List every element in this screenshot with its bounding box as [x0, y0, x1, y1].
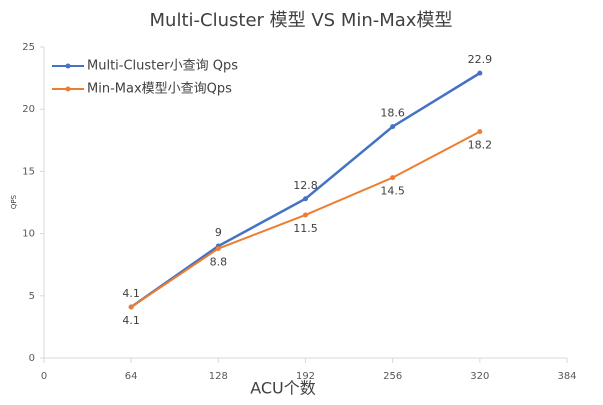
data-label: 18.2 — [468, 139, 493, 152]
legend-marker — [65, 86, 71, 92]
x-tick-label: 0 — [41, 371, 47, 382]
point — [303, 196, 308, 202]
legend-label: Min-Max模型小查询Qps — [87, 82, 232, 97]
point — [303, 212, 308, 218]
data-label: 4.1 — [122, 287, 140, 300]
x-axis-label: ACU个数 — [250, 379, 316, 398]
legend-marker — [65, 63, 71, 69]
x-tick-label: 384 — [557, 371, 576, 382]
y-tick-label: 20 — [22, 104, 35, 115]
data-label: 12.8 — [293, 179, 318, 192]
data-label: 22.9 — [468, 53, 493, 66]
point — [477, 129, 483, 135]
chart-title: Multi-Cluster 模型 VS Min-Max模型 — [150, 10, 453, 31]
data-label: 18.6 — [380, 107, 405, 120]
y-tick-label: 5 — [29, 291, 35, 302]
x-tick-label: 64 — [125, 371, 138, 382]
x-tick-label: 128 — [209, 371, 228, 382]
data-label: 9 — [215, 226, 222, 239]
y-tick-label: 25 — [22, 42, 35, 53]
y-tick-label: 15 — [22, 166, 35, 177]
y-tick-label: 0 — [29, 353, 35, 364]
point — [390, 175, 396, 181]
y-axis-label: QPS — [10, 194, 18, 209]
x-tick-label: 256 — [383, 371, 402, 382]
x-tick-label: 192 — [296, 371, 315, 382]
data-label: 14.5 — [380, 185, 405, 198]
x-tick-label: 320 — [470, 371, 489, 382]
data-label: 11.5 — [293, 222, 318, 235]
legend-label: Multi-Cluster小查询 Qps — [87, 59, 238, 74]
point — [477, 70, 483, 76]
point — [215, 246, 221, 252]
y-tick-label: 10 — [22, 229, 35, 240]
point — [390, 124, 396, 130]
data-label: 8.8 — [210, 256, 228, 269]
data-label: 4.1 — [122, 314, 140, 327]
point — [128, 304, 134, 310]
